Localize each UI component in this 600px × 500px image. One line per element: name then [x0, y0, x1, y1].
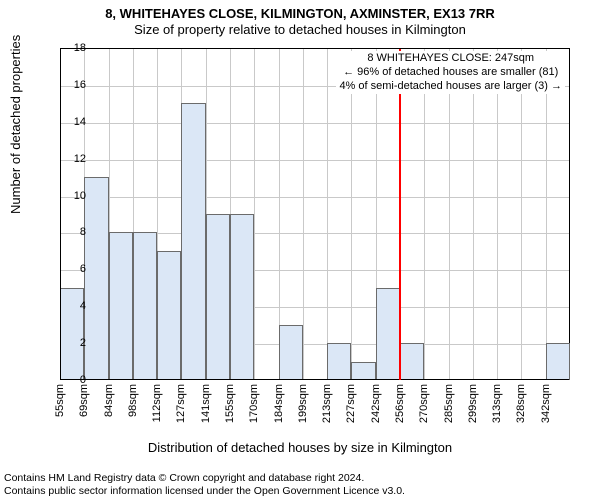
histogram-bar: [133, 232, 157, 380]
footer-line-2: Contains public sector information licen…: [4, 485, 405, 498]
xtick-label: 342sqm: [540, 384, 552, 423]
histogram-bar: [351, 362, 375, 380]
histogram-bar: [230, 214, 254, 380]
annotation-line: 8 WHITEHAYES CLOSE: 247sqm: [339, 52, 562, 66]
gridline-v: [546, 49, 547, 380]
annotation-line: 4% of semi-detached houses are larger (3…: [339, 80, 562, 94]
xtick-label: 299sqm: [467, 384, 479, 423]
xtick-label: 127sqm: [175, 384, 187, 423]
xtick-label: 285sqm: [443, 384, 455, 423]
histogram-bar: [157, 251, 181, 380]
xtick-label: 184sqm: [273, 384, 285, 423]
gridline-v: [521, 49, 522, 380]
ytick-label: 18: [62, 42, 86, 54]
xtick-label: 328sqm: [515, 384, 527, 423]
gridline-v: [497, 49, 498, 380]
gridline-v: [303, 49, 304, 380]
histogram-bar: [84, 177, 108, 380]
reference-line: [399, 49, 401, 380]
ytick-label: 10: [62, 190, 86, 202]
xtick-label: 170sqm: [248, 384, 260, 423]
ytick-label: 8: [62, 226, 86, 238]
footer-attribution: Contains HM Land Registry data © Crown c…: [4, 472, 405, 498]
y-axis-label: Number of detached properties: [8, 35, 23, 214]
xtick-label: 242sqm: [370, 384, 382, 423]
ytick-label: 4: [62, 300, 86, 312]
histogram-bar: [181, 103, 205, 380]
ytick-label: 2: [62, 337, 86, 349]
annotation-line: ← 96% of detached houses are smaller (81…: [339, 66, 562, 80]
ytick-label: 6: [62, 263, 86, 275]
histogram-bar: [279, 325, 303, 380]
gridline-v: [351, 49, 352, 380]
footer-line-1: Contains HM Land Registry data © Crown c…: [4, 472, 405, 485]
ytick-label: 16: [62, 79, 86, 91]
xtick-label: 69sqm: [78, 384, 90, 417]
xtick-label: 55sqm: [54, 384, 66, 417]
gridline-v: [254, 49, 255, 380]
xtick-label: 112sqm: [151, 384, 163, 422]
y-axis: [60, 49, 61, 380]
xtick-label: 227sqm: [345, 384, 357, 423]
gridline-h: [60, 197, 569, 198]
xtick-label: 199sqm: [297, 384, 309, 423]
histogram-bar: [376, 288, 400, 380]
gridline-h: [60, 123, 569, 124]
gridline-v: [424, 49, 425, 380]
chart-plot-area: 8 WHITEHAYES CLOSE: 247sqm← 96% of detac…: [60, 48, 570, 380]
xtick-label: 313sqm: [491, 384, 503, 423]
gridline-v: [327, 49, 328, 380]
page-title: 8, WHITEHAYES CLOSE, KILMINGTON, AXMINST…: [0, 6, 600, 22]
x-axis: [60, 379, 569, 380]
histogram-bar: [327, 343, 351, 380]
xtick-label: 256sqm: [394, 384, 406, 423]
histogram-bar: [546, 343, 570, 380]
xtick-label: 155sqm: [224, 384, 236, 423]
gridline-v: [449, 49, 450, 380]
ytick-label: 14: [62, 116, 86, 128]
histogram-bar: [206, 214, 230, 380]
annotation-box: 8 WHITEHAYES CLOSE: 247sqm← 96% of detac…: [336, 51, 565, 94]
x-axis-label: Distribution of detached houses by size …: [0, 440, 600, 455]
xtick-label: 141sqm: [200, 384, 212, 423]
histogram-bar: [400, 343, 424, 380]
xtick-label: 84sqm: [103, 384, 115, 417]
gridline-v: [473, 49, 474, 380]
xtick-label: 98sqm: [127, 384, 139, 417]
xtick-label: 270sqm: [418, 384, 430, 423]
ytick-label: 12: [62, 153, 86, 165]
histogram-bar: [109, 232, 133, 380]
xtick-label: 213sqm: [321, 384, 333, 423]
page-subtitle: Size of property relative to detached ho…: [0, 22, 600, 38]
gridline-h: [60, 160, 569, 161]
